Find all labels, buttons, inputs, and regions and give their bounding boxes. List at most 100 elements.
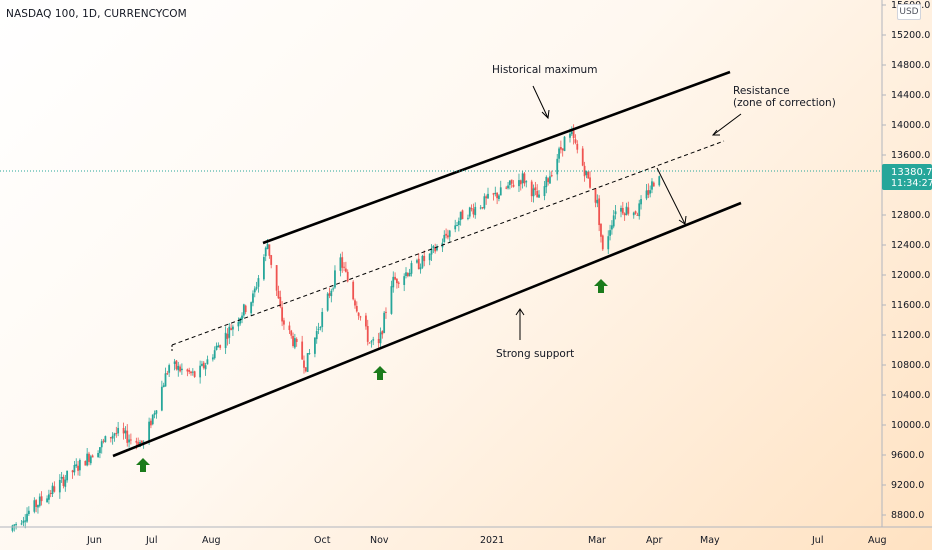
candle-body xyxy=(73,465,76,473)
candle-body xyxy=(315,331,318,340)
candle-body xyxy=(359,316,362,318)
candle-body xyxy=(410,263,413,274)
price-tick-label: 14800.0 xyxy=(891,60,930,71)
candle-body xyxy=(545,176,548,188)
candle-body xyxy=(60,477,63,479)
candle-body xyxy=(242,304,245,316)
price-tick-label: 9600.0 xyxy=(891,450,924,461)
candle-body xyxy=(270,255,273,265)
candle-body xyxy=(538,194,540,198)
candle-body xyxy=(126,430,129,443)
candle-body xyxy=(288,325,291,331)
candle-body xyxy=(492,193,495,195)
candle-body xyxy=(587,172,590,179)
candle-body xyxy=(53,486,56,492)
candle-body xyxy=(570,131,573,135)
candle-body xyxy=(397,282,400,284)
candle-body xyxy=(104,436,107,443)
candle-body xyxy=(168,365,171,373)
candle-body xyxy=(585,170,588,176)
time-tick-label: Apr xyxy=(646,535,663,546)
time-tick-label: Jun xyxy=(86,535,102,546)
candle-body xyxy=(283,320,285,325)
candle-body xyxy=(224,332,227,349)
candle-body xyxy=(638,203,641,217)
candle-body xyxy=(290,330,293,336)
candle-body xyxy=(202,362,205,368)
candle-body xyxy=(467,217,469,219)
candle-body xyxy=(115,433,118,435)
candle-body xyxy=(357,312,360,316)
candle-body xyxy=(640,199,642,205)
candle-body xyxy=(217,345,220,348)
candle-body xyxy=(454,225,457,230)
resistance-pointer xyxy=(711,113,742,136)
time-axis[interactable]: Jun Jul Aug Oct Nov 2021 Mar Apr May Jul… xyxy=(0,526,932,546)
candle-body xyxy=(370,341,373,343)
candle-body xyxy=(306,353,309,372)
candle-body xyxy=(303,360,305,368)
candle-body xyxy=(117,427,120,434)
candle-body xyxy=(383,312,386,333)
candle-body xyxy=(390,286,393,314)
candle-body xyxy=(610,225,613,230)
candle-body xyxy=(419,267,422,270)
candle-body xyxy=(102,440,105,442)
strong-support-label: Strong support xyxy=(496,348,574,360)
candle-body xyxy=(368,342,371,344)
candle-body xyxy=(140,440,143,443)
candle-body xyxy=(35,500,38,507)
candle-body xyxy=(461,210,464,220)
upper-channel-line[interactable] xyxy=(262,70,731,245)
price-tick-label: 9200.0 xyxy=(891,480,924,491)
candle-body xyxy=(523,173,526,184)
candle-body xyxy=(408,272,411,277)
candle-body xyxy=(151,414,154,425)
currency-button[interactable]: USD xyxy=(897,4,921,20)
candle-body xyxy=(264,247,267,257)
candle-body xyxy=(550,175,553,177)
candlestick-series xyxy=(11,124,661,533)
candle-body xyxy=(549,176,551,184)
middle-dashed-line[interactable] xyxy=(171,140,725,346)
candle-body xyxy=(173,361,176,364)
candle-body xyxy=(215,345,218,350)
candle-body xyxy=(206,359,209,365)
candle-body xyxy=(275,265,278,291)
lower-channel-line[interactable] xyxy=(112,201,742,458)
candle-body xyxy=(62,476,65,486)
candle-body xyxy=(445,233,447,236)
candle-body xyxy=(257,278,260,287)
candle-body xyxy=(430,248,433,255)
candle-body xyxy=(304,367,307,372)
candle-body xyxy=(456,225,458,227)
candle-body xyxy=(634,211,637,214)
candle-body xyxy=(594,188,597,203)
candle-body xyxy=(392,276,395,288)
candle-body xyxy=(485,196,488,199)
candle-body xyxy=(58,479,61,493)
candle-body xyxy=(177,365,180,371)
candle-body xyxy=(651,181,653,190)
candle-body xyxy=(100,441,103,448)
candle-body xyxy=(507,185,509,189)
candle-body xyxy=(148,421,151,443)
candle-body xyxy=(175,360,178,370)
candle-body xyxy=(530,181,533,197)
time-tick-label: Nov xyxy=(370,535,389,546)
candle-body xyxy=(86,453,89,466)
candle-body xyxy=(598,198,601,226)
candle-body xyxy=(468,207,471,217)
candle-body xyxy=(308,353,311,355)
price-axis[interactable]: 15600.0 15200.0 14800.0 14400.0 14000.0 … xyxy=(881,0,930,527)
candle-body xyxy=(341,257,344,268)
candle-body xyxy=(13,524,16,526)
current-price-label: 13380.7 11:34:27 xyxy=(882,164,932,190)
candle-body xyxy=(321,311,324,327)
candle-body xyxy=(89,456,92,464)
candle-body xyxy=(166,373,169,375)
candle-body xyxy=(343,266,345,268)
candle-body xyxy=(228,326,231,338)
candle-body xyxy=(46,498,48,503)
